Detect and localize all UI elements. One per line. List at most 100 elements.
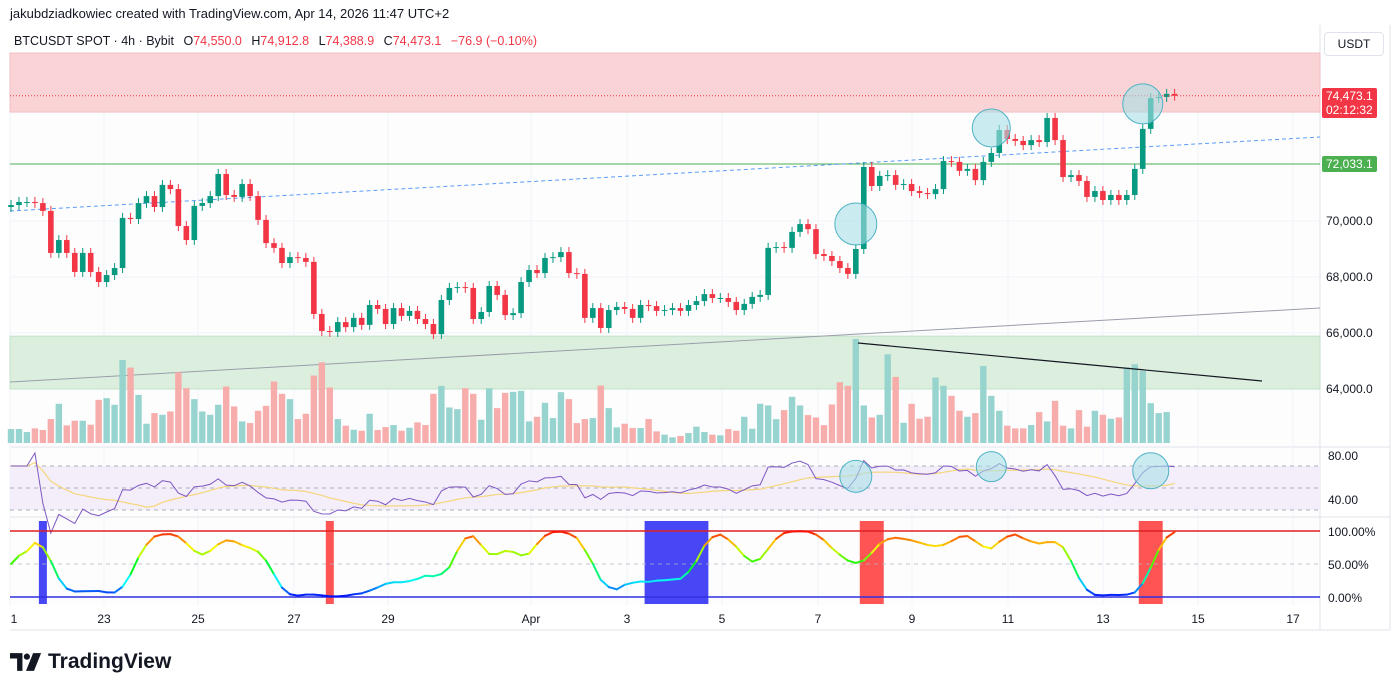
oscillator-line-segment xyxy=(567,532,578,539)
time-axis-label: 27 xyxy=(287,612,301,626)
volume-bar xyxy=(1099,414,1107,443)
volume-bar xyxy=(270,381,278,443)
candle-body xyxy=(319,313,325,332)
currency-button[interactable]: USDT xyxy=(1324,32,1384,56)
oscillator-line-segment xyxy=(1125,591,1136,596)
volume-bar xyxy=(964,416,971,443)
candle-body xyxy=(191,205,198,241)
candle-body xyxy=(900,184,907,186)
candle-body xyxy=(406,310,413,316)
oscillator-line-segment xyxy=(49,560,60,580)
volume-bar xyxy=(756,403,764,443)
time-axis-label: 3 xyxy=(623,612,631,626)
volume-bar xyxy=(71,420,78,443)
volume-bar xyxy=(1004,425,1011,443)
oscillator-line-segment xyxy=(1165,531,1176,539)
volume-bar xyxy=(541,402,549,443)
volume-bar xyxy=(589,418,597,443)
oscillator-line-segment xyxy=(727,538,738,548)
candle-body xyxy=(653,306,660,311)
volume-bar xyxy=(852,339,860,443)
oscillator-line-segment xyxy=(1141,566,1152,585)
volume-bar xyxy=(613,427,620,443)
resistance-zone xyxy=(9,52,1321,113)
candle-body xyxy=(430,324,437,335)
oscillator-line-segment xyxy=(153,533,164,538)
candle-body xyxy=(550,257,556,259)
brand-name: TradingView xyxy=(48,650,172,673)
candle-body xyxy=(701,294,708,302)
volume-bar xyxy=(772,419,780,443)
candle-body xyxy=(876,175,883,186)
oscillator-line-segment xyxy=(998,535,1009,543)
price-axis-label: 68,000.0 xyxy=(1326,270,1373,284)
volume-bar xyxy=(47,419,55,443)
volume-bar xyxy=(996,410,1003,443)
candle-body xyxy=(159,184,166,207)
time-axis-label: 29 xyxy=(381,612,395,626)
oscillator-line-segment xyxy=(145,535,156,546)
candle-body xyxy=(151,196,158,207)
volume-bar xyxy=(191,399,198,443)
oscillator-line-segment xyxy=(400,580,411,584)
symbol-info[interactable]: BTCUSDT SPOT · 4h · Bybit xyxy=(14,34,174,48)
candle-body xyxy=(1036,140,1042,143)
volume-bar xyxy=(900,422,907,443)
candle-body xyxy=(71,252,78,272)
volume-bar xyxy=(143,423,150,443)
volume-bar xyxy=(23,432,31,443)
candle-body xyxy=(1028,140,1034,146)
candle-body xyxy=(685,305,692,311)
time-axis-label: 9 xyxy=(908,612,916,626)
oscillator-line-segment xyxy=(926,543,937,548)
candle-body xyxy=(111,268,118,276)
candle-body xyxy=(948,161,955,163)
oscillator-line-segment xyxy=(1077,576,1088,591)
volume-bar xyxy=(294,419,302,443)
oscillator-line-segment xyxy=(121,573,132,588)
open-label: O xyxy=(183,34,194,48)
last-price-tag: 74,473.1 02:12:32 xyxy=(1322,88,1377,118)
level-price-tag: 72,033.1 xyxy=(1322,156,1377,172)
oscillator-line-segment xyxy=(225,539,236,543)
oscillator-line-segment xyxy=(886,536,897,541)
candle-body xyxy=(422,319,429,325)
volume-bar xyxy=(573,423,581,443)
volume-bar xyxy=(693,426,700,443)
candle-body xyxy=(765,247,771,295)
candle-body xyxy=(135,203,142,220)
candle-body xyxy=(709,294,716,298)
oscillator-line-segment xyxy=(504,549,515,553)
volume-bar xyxy=(246,423,254,443)
candle-body xyxy=(1012,138,1019,141)
oscillator-line-segment xyxy=(679,570,690,580)
candle-body xyxy=(661,310,668,312)
volume-bar xyxy=(230,406,238,443)
tradingview-logo[interactable]: TradingView xyxy=(10,650,171,674)
candle-body xyxy=(279,247,285,263)
candle-body xyxy=(199,203,206,206)
tradingview-logo-icon xyxy=(10,653,42,671)
oscillator-line-segment xyxy=(671,577,682,581)
candle-body xyxy=(56,240,62,253)
candle-body xyxy=(749,296,756,304)
trendline-support xyxy=(9,307,1321,383)
volume-bar xyxy=(1012,428,1019,443)
candle-body xyxy=(924,193,931,195)
volume-bar xyxy=(1091,410,1099,443)
volume-bar xyxy=(254,410,262,443)
candle-body xyxy=(741,303,748,311)
volume-bar xyxy=(733,430,740,443)
oscillator-line-segment xyxy=(1133,582,1144,594)
candle-body xyxy=(207,196,214,204)
candle-body xyxy=(342,322,349,328)
candle-body xyxy=(1124,194,1130,200)
oscillator-line-segment xyxy=(934,543,945,548)
price-axis-label: 66,000.0 xyxy=(1326,326,1373,340)
candle-body xyxy=(605,310,612,328)
oscillator-line-segment xyxy=(870,542,881,554)
candle-body xyxy=(558,252,564,258)
volume-bar xyxy=(1107,418,1115,443)
candle-body xyxy=(255,196,261,220)
